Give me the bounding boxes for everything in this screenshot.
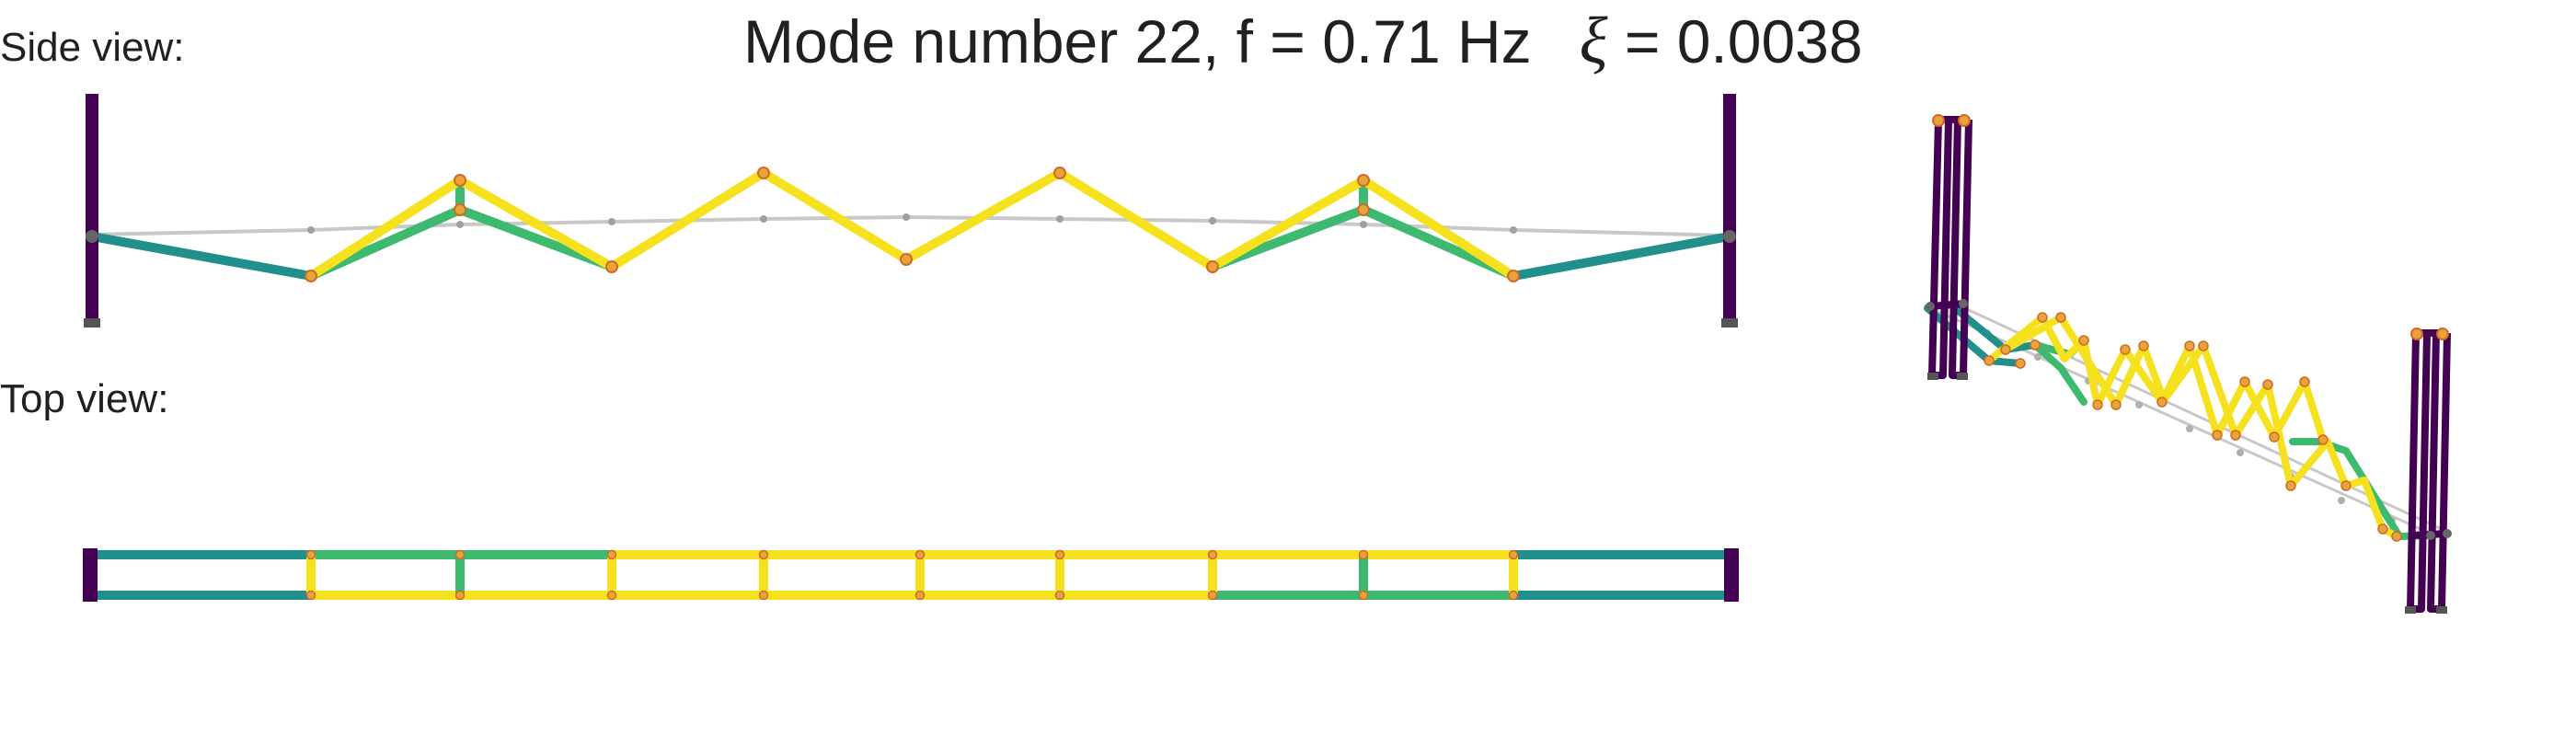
iso-deformed-nodes — [1984, 312, 2402, 542]
top-right-tower — [1724, 548, 1739, 602]
top-deck-members — [92, 550, 1730, 600]
side-undeformed-nodes — [307, 213, 1517, 234]
side-left-tower — [86, 94, 98, 326]
top-view-label: Top view: — [0, 376, 168, 421]
side-right-tower — [1723, 94, 1736, 326]
title-main: Mode number 22, f = 0.71 Hz — [743, 7, 1532, 75]
top-nodes — [305, 549, 1519, 601]
iso-right-tower — [2407, 329, 2451, 613]
side-view-label: Side view: — [0, 25, 185, 70]
side-view-panel — [84, 94, 1738, 328]
side-undeformed-line — [91, 214, 1731, 237]
xi-symbol: ξ — [1580, 4, 1608, 77]
top-view-panel — [83, 548, 1739, 602]
iso-left-tower — [1928, 116, 1972, 379]
xi-value: = 0.0038 — [1608, 7, 1863, 75]
side-deformed-nodes — [305, 167, 1520, 282]
figure-title: Mode number 22, f = 0.71 Hz ξ = 0.0038 — [743, 4, 1863, 77]
iso-view-panel — [1924, 114, 2452, 614]
iso-deformed-members — [1924, 305, 2434, 540]
top-left-tower — [83, 548, 98, 602]
